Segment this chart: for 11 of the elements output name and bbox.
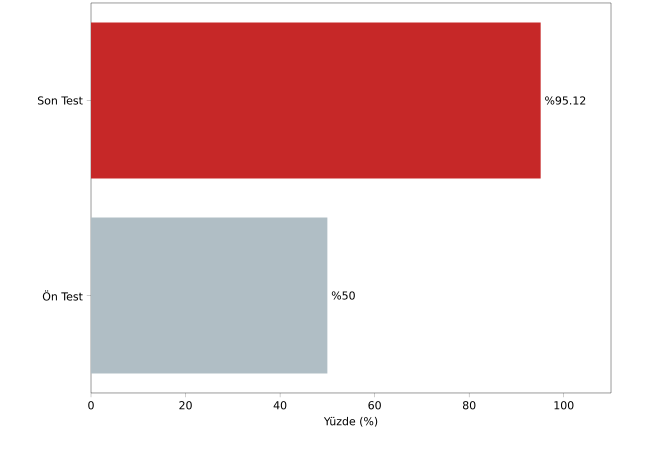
x-tick-label: 40 <box>274 401 286 410</box>
data-label: %50 <box>332 291 355 300</box>
x-tick-label: 100 <box>554 401 574 410</box>
x-axis-title: Yüzde (%) <box>324 416 378 427</box>
x-tick-label: 80 <box>462 401 476 410</box>
y-tick-label: Son Test <box>38 96 83 105</box>
x-tick-label: 20 <box>179 401 192 410</box>
y-tick-label: Ön Test <box>42 290 83 301</box>
x-tick-label: 0 <box>88 401 94 410</box>
x-tick-label: 60 <box>368 401 381 410</box>
data-label: %95.12 <box>545 96 586 105</box>
